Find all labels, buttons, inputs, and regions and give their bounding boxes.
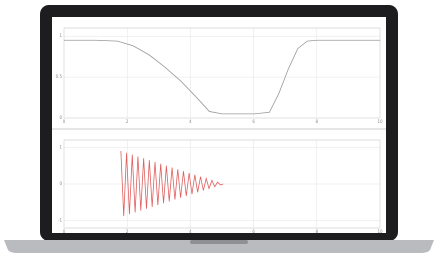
x-tick-label: 0: [63, 229, 66, 234]
x-tick-label: 8: [316, 119, 319, 124]
y-tick-label: -1: [58, 218, 62, 223]
x-tick-label: 4: [189, 119, 192, 124]
x-tick-label: 10: [377, 229, 383, 234]
y-tick-label: 0.5: [56, 74, 63, 79]
page: 00.510246810-1010246810 (() => { const d…: [0, 0, 438, 256]
x-tick-label: 2: [126, 229, 129, 234]
x-tick-label: 8: [316, 229, 319, 234]
x-tick-label: 2: [126, 119, 129, 124]
x-tick-label: 0: [63, 119, 66, 124]
base-notch: [190, 240, 248, 244]
screen: [52, 17, 386, 233]
laptop-mockup: 00.510246810-1010246810: [0, 0, 438, 256]
x-tick-label: 4: [189, 229, 192, 234]
x-tick-label: 10: [377, 119, 383, 124]
